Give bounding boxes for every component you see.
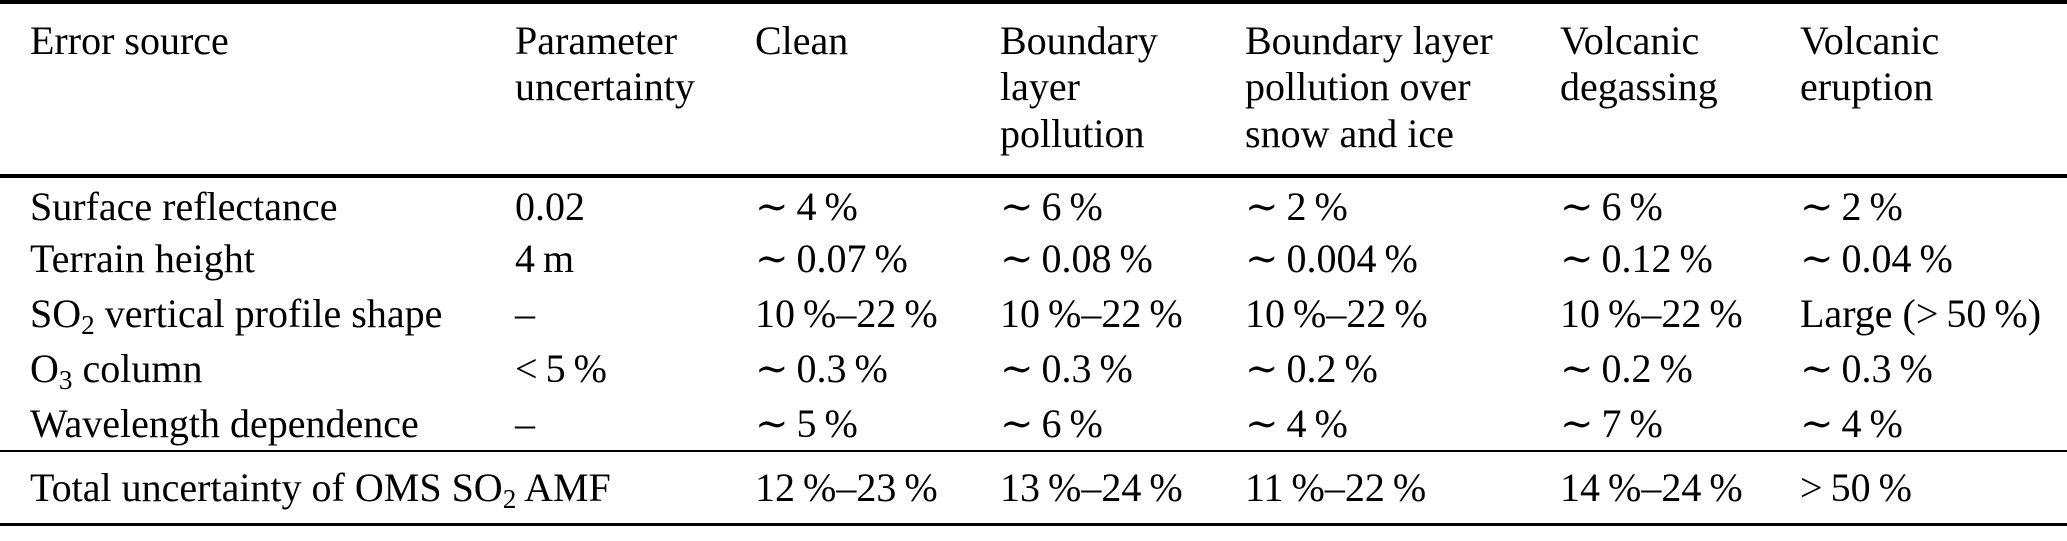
cell-volcanic-degassing: ∼ 0.12 % [1560,236,1713,281]
cell-clean: ∼ 0.07 % [755,236,908,281]
label-subscript: 2 [81,309,95,340]
column-header-boundary-layer-pollution: Boundary layer pollution [1000,2,1245,178]
cell-volcanic-eruption: ∼ 2 % [1800,184,1903,229]
label-text: SO [30,291,82,336]
table-row-terrain-height: Terrain height 4 m ∼ 0.07 % ∼ 0.08 % ∼ 0… [0,231,2067,286]
cell-boundary-layer-pollution-snow-ice: ∼ 2 % [1245,184,1348,229]
column-header-clean: Clean [755,2,1000,178]
cell-boundary-layer-pollution-snow-ice: ∼ 4 % [1245,396,1560,452]
label-text: Wavelength dependence [30,400,419,446]
cell-parameter-uncertainty: – [515,396,755,452]
table-row-o3-column: O3 column < 5 % ∼ 0.3 % ∼ 0.3 % ∼ 0.2 % … [0,341,2067,396]
total-cell-volcanic-degassing: 14 %–24 % [1560,464,1743,510]
header-row: Error source Parameter uncertainty Clean… [0,2,2067,178]
cell-clean: ∼ 4 % [755,184,858,229]
total-cell-clean: 12 %–23 % [755,464,938,510]
row-label: Surface reflectance [0,176,515,231]
cell-parameter-uncertainty: – [515,291,535,336]
cell-clean: 10 %–22 % [755,291,938,336]
cell-boundary-layer-pollution: ∼ 0.3 % [1000,346,1133,391]
cell-volcanic-degassing: ∼ 6 % [1560,184,1663,229]
table-row-wavelength-dependence: Wavelength dependence – ∼ 5 % ∼ 6 % ∼ 4 … [0,396,2067,452]
total-cell-volcanic-eruption: > 50 % [1800,464,1912,510]
column-header-volcanic-eruption: Volcanic eruption [1800,2,2067,178]
cell-volcanic-degassing: ∼ 7 % [1560,396,1800,452]
so2-amf-uncertainty-table: Error source Parameter uncertainty Clean… [0,0,2067,526]
cell-volcanic-eruption: ∼ 4 % [1800,396,2067,452]
label-text: O [30,346,59,391]
total-label: Total uncertainty of OMS SO2 AMF [0,451,755,524]
column-header-error-source: Error source [0,2,515,178]
cell-boundary-layer-pollution-snow-ice: 10 %–22 % [1245,291,1428,336]
cell-parameter-uncertainty: 0.02 [515,184,585,229]
cell-volcanic-degassing: 10 %–22 % [1560,291,1743,336]
cell-clean: ∼ 0.3 % [755,346,888,391]
label-text: column [72,346,203,391]
column-header-boundary-layer-pollution-snow-ice: Boundary layer pollution over snow and i… [1245,2,1560,178]
label-text: Terrain height [30,236,255,281]
total-row: Total uncertainty of OMS SO2 AMF 12 %–23… [0,451,2067,524]
cell-parameter-uncertainty: 4 m [515,236,575,281]
label-text: AMF [516,464,611,510]
label-text: vertical profile shape [94,291,443,336]
cell-volcanic-eruption: ∼ 0.3 % [1800,346,1933,391]
cell-boundary-layer-pollution-snow-ice: ∼ 0.004 % [1245,236,1418,281]
row-label: O3 column [0,341,515,396]
label-text: Total uncertainty of OMS SO [30,464,503,510]
cell-clean: ∼ 5 % [755,396,1000,452]
cell-volcanic-eruption: Large (> 50 %) [1800,291,2042,336]
total-cell-boundary-layer-pollution: 13 %–24 % [1000,464,1183,510]
row-label: Wavelength dependence [0,396,515,452]
label-text: Surface reflectance [30,184,338,229]
cell-boundary-layer-pollution: ∼ 6 % [1000,396,1245,452]
table-row-so2-vertical-profile-shape: SO2 vertical profile shape – 10 %–22 % 1… [0,286,2067,341]
row-label: Terrain height [0,231,515,286]
cell-parameter-uncertainty: < 5 % [515,346,607,391]
column-header-volcanic-degassing: Volcanic degassing [1560,2,1800,178]
cell-volcanic-eruption: ∼ 0.04 % [1800,236,1953,281]
label-subscript: 3 [58,364,73,395]
label-subscript: 2 [502,483,517,514]
cell-boundary-layer-pollution-snow-ice: ∼ 0.2 % [1245,346,1378,391]
cell-boundary-layer-pollution: ∼ 6 % [1000,184,1103,229]
row-label: SO2 vertical profile shape [0,286,515,341]
cell-volcanic-degassing: ∼ 0.2 % [1560,346,1693,391]
table-row-surface-reflectance: Surface reflectance 0.02 ∼ 4 % ∼ 6 % ∼ 2… [0,176,2067,231]
cell-boundary-layer-pollution: ∼ 0.08 % [1000,236,1153,281]
cell-boundary-layer-pollution: 10 %–22 % [1000,291,1183,336]
column-header-parameter-uncertainty: Parameter uncertainty [515,2,755,178]
total-cell-boundary-layer-pollution-snow-ice: 11 %–22 % [1245,464,1427,510]
